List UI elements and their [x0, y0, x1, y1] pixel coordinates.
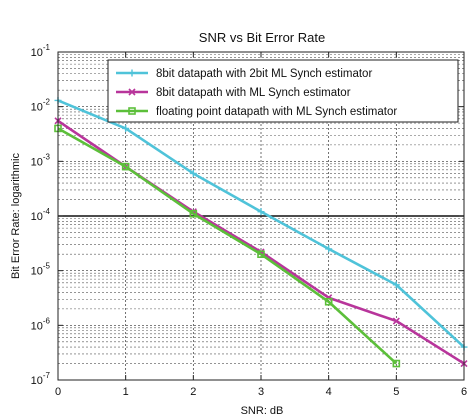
y-tick-label: 10-3	[31, 152, 51, 168]
data-point	[128, 107, 136, 115]
series-line	[57, 127, 398, 365]
y-tick-label: 10-2	[31, 98, 51, 114]
x-axis-label: SNR: dB	[241, 405, 284, 417]
x-tick-label: 3	[258, 386, 264, 398]
legend-label: floating point datapath with ML Synch es…	[156, 106, 397, 118]
series-layer	[54, 96, 468, 368]
legend-label: 8bit datapath with ML Synch estimator	[156, 87, 351, 99]
data-point	[122, 124, 130, 132]
data-point	[257, 208, 265, 216]
y-tick-label: 10-6	[31, 316, 51, 332]
data-point	[128, 88, 136, 96]
legend-entry-3: floating point datapath with ML Synch es…	[116, 106, 397, 118]
data-point	[325, 245, 333, 253]
legend-entry-2: 8bit datapath with ML Synch estimator	[116, 87, 351, 99]
x-tick-label: 4	[326, 386, 332, 398]
data-point	[121, 162, 130, 171]
y-axis-label: Bit Error Rate: logarithmic	[10, 153, 22, 279]
data-point	[257, 250, 265, 259]
x-tick-label: 6	[461, 386, 467, 398]
y-tick-label: 10-4	[31, 207, 51, 223]
data-point	[392, 281, 400, 289]
x-tick-label: 2	[190, 386, 196, 398]
data-point	[189, 209, 198, 218]
legend-entry-1: 8bit datapath with 2bit ML Synch estimat…	[116, 68, 372, 80]
y-tick-label: 10-1	[31, 43, 51, 59]
x-tick-label: 1	[123, 386, 129, 398]
legend: 8bit datapath with 2bit ML Synch estimat…	[107, 59, 459, 123]
x-tick-label: 5	[393, 386, 399, 398]
legend-label: 8bit datapath with 2bit ML Synch estimat…	[156, 68, 372, 80]
axis-ticks: 0 1 2 3 4 5 6 10-7 10-6 10-5 10-4 10-3 10-2 10-1	[31, 43, 467, 398]
data-point	[392, 359, 401, 368]
y-tick-label: 10-5	[31, 262, 51, 278]
x-tick-label: 0	[55, 386, 61, 398]
data-point	[392, 317, 400, 325]
series-1	[54, 96, 468, 351]
data-point	[128, 69, 136, 77]
y-tick-label: 10-7	[31, 371, 51, 387]
chart-title: SNR vs Bit Error Rate	[199, 30, 325, 45]
legend-box	[107, 59, 459, 123]
data-point	[189, 169, 197, 177]
data-point	[324, 297, 333, 306]
